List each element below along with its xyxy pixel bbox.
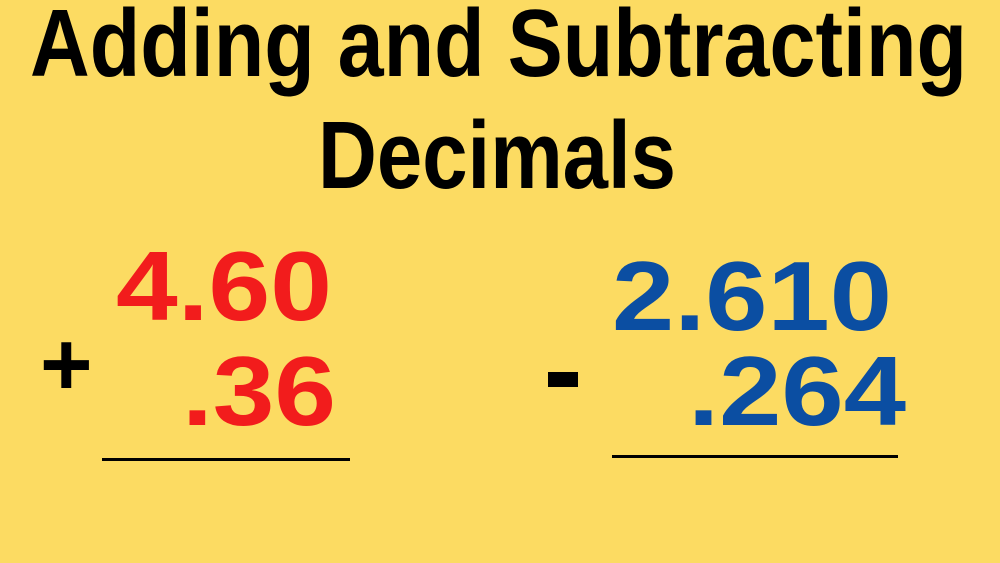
subtraction-difference-line (612, 455, 898, 458)
subtraction-bottom-number: .264 (688, 336, 906, 446)
subtraction-top-number: 2.610 (612, 241, 892, 351)
addition-top-number: 4.60 (116, 231, 332, 341)
title-line-2: Decimals (318, 102, 676, 209)
minus-operator (548, 372, 578, 387)
title-line-1: Adding and Subtracting (30, 0, 967, 97)
addition-bottom-number: .36 (182, 336, 336, 446)
addition-sum-line (102, 458, 350, 461)
plus-operator: + (40, 315, 93, 415)
